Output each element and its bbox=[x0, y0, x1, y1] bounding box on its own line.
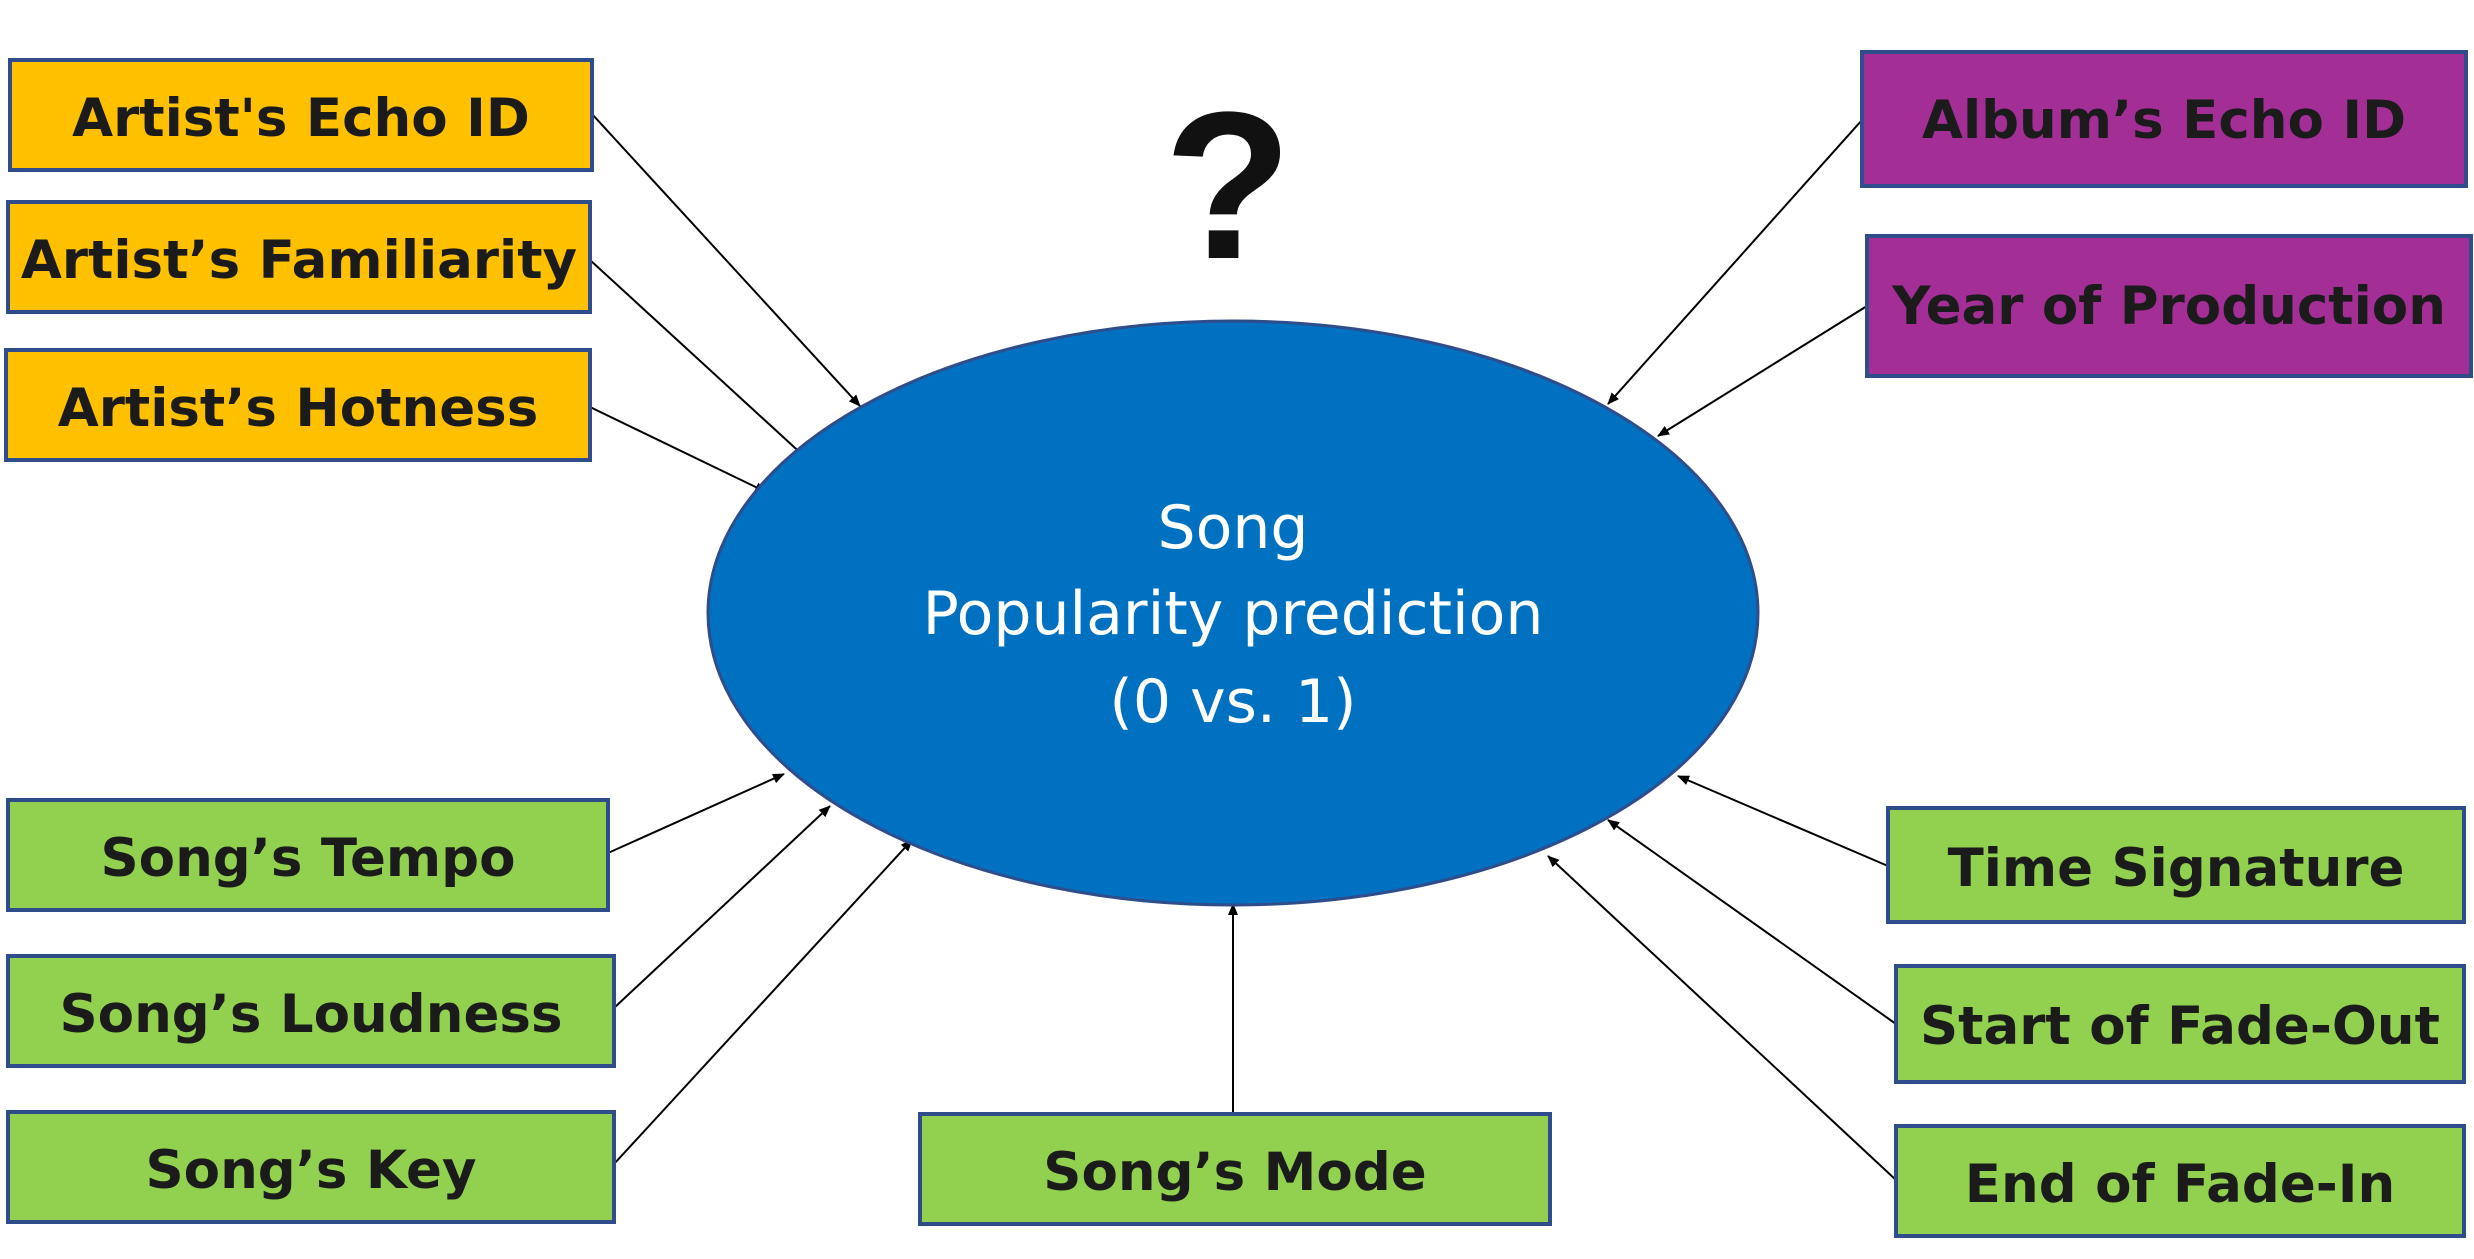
arrow-start-of-fade-out bbox=[1607, 819, 1897, 1025]
question-mark: ? bbox=[1164, 68, 1292, 303]
node-label: Artist’s Hotness bbox=[58, 378, 539, 439]
node-label: Song’s Tempo bbox=[100, 828, 515, 889]
center-label-line2: Popularity prediction bbox=[923, 579, 1544, 649]
node-label: Song’s Mode bbox=[1043, 1142, 1426, 1203]
arrow-song-tempo bbox=[607, 773, 785, 854]
node-end-of-fade-in: End of Fade-In bbox=[1894, 1124, 2466, 1238]
arrow-artist-echo-id bbox=[591, 113, 861, 407]
node-album-echo-id: Album’s Echo ID bbox=[1860, 50, 2468, 188]
node-label: Album’s Echo ID bbox=[1922, 90, 2406, 151]
node-label: Song’s Loudness bbox=[59, 984, 562, 1045]
node-artist-familiarity: Artist’s Familiarity bbox=[6, 200, 592, 314]
node-label: Artist's Echo ID bbox=[72, 88, 530, 149]
arrow-artist-hotness bbox=[589, 406, 767, 493]
node-song-mode: Song’s Mode bbox=[918, 1112, 1552, 1226]
node-start-of-fade-out: Start of Fade-Out bbox=[1894, 964, 2466, 1084]
node-label: Start of Fade-Out bbox=[1920, 996, 2440, 1057]
node-year-of-production: Year of Production bbox=[1865, 234, 2473, 378]
arrow-album-echo-id bbox=[1607, 119, 1863, 405]
arrow-artist-familiarity bbox=[589, 259, 807, 459]
node-time-signature: Time Signature bbox=[1886, 806, 2466, 924]
center-label-line1: Song bbox=[1158, 493, 1309, 563]
node-label: Song’s Key bbox=[145, 1140, 476, 1201]
node-song-loudness: Song’s Loudness bbox=[6, 954, 616, 1068]
arrow-song-loudness bbox=[613, 805, 831, 1009]
arrow-song-key bbox=[613, 839, 913, 1165]
arrows bbox=[589, 113, 1897, 1181]
center-label-line3: (0 vs. 1) bbox=[1109, 667, 1356, 737]
node-label: End of Fade-In bbox=[1965, 1154, 2395, 1215]
node-artist-hotness: Artist’s Hotness bbox=[4, 348, 592, 462]
node-artist-echo-id: Artist's Echo ID bbox=[8, 58, 594, 172]
node-label: Year of Production bbox=[1891, 276, 2446, 337]
arrow-year-of-production bbox=[1657, 305, 1868, 437]
node-song-key: Song’s Key bbox=[6, 1110, 616, 1224]
arrow-end-of-fade-in bbox=[1547, 855, 1897, 1181]
node-label: Artist’s Familiarity bbox=[21, 230, 577, 291]
node-label: Time Signature bbox=[1948, 838, 2405, 899]
center-node: Song Popularity prediction (0 vs. 1) bbox=[706, 319, 1760, 907]
center-ellipse bbox=[706, 319, 1760, 907]
arrow-time-signature bbox=[1677, 775, 1889, 867]
node-song-tempo: Song’s Tempo bbox=[6, 798, 610, 912]
